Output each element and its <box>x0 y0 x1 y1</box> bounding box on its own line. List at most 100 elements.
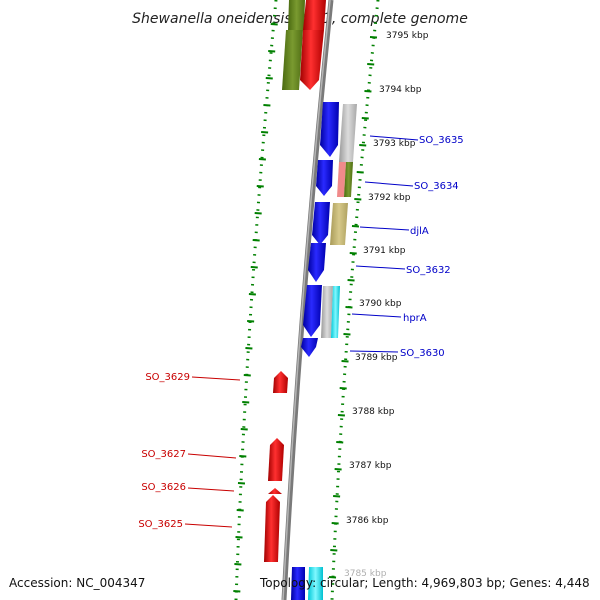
gene-label[interactable]: SO_3630 <box>400 348 445 359</box>
ruler-tick <box>247 320 255 323</box>
gene-labels-right: SO_3635 SO_3634 djlA SO_3632 hprA SO_363… <box>400 135 464 359</box>
accession-label: Accession: NC_004347 <box>9 576 146 590</box>
leader-line <box>191 376 241 381</box>
ruler-tick <box>261 131 269 134</box>
feature-olive-small <box>344 162 353 197</box>
ruler-tick <box>354 198 362 201</box>
gene-label[interactable]: SO_3635 <box>419 135 464 146</box>
feature-blue-5 <box>303 285 322 337</box>
ruler-tick <box>343 333 351 336</box>
ruler-tick <box>239 455 247 458</box>
ruler-tick <box>369 36 378 39</box>
topology-label: Topology: circular; Length: 4,969,803 bp… <box>260 576 590 590</box>
kbp-label: 3788 kbp <box>352 407 395 417</box>
kbp-label: 3786 kbp <box>346 516 389 526</box>
ruler-tick <box>337 414 345 417</box>
ruler-tick <box>270 23 278 26</box>
gene-label[interactable]: hprA <box>403 313 427 324</box>
feature-blue-1 <box>320 102 339 157</box>
leader-line <box>359 226 410 231</box>
ruler-tick <box>252 239 260 242</box>
gene-label[interactable]: djlA <box>410 226 429 237</box>
feature-salmon <box>337 162 346 197</box>
feature-blue-2 <box>316 160 333 196</box>
ruler-tick <box>256 185 264 188</box>
ruler-tick <box>349 252 357 255</box>
feature-olive-top <box>282 30 303 90</box>
kbp-label: 3794 kbp <box>379 85 422 95</box>
leader-line <box>364 181 414 187</box>
guide-arc <box>330 0 380 600</box>
gene-label[interactable]: SO_3634 <box>414 181 459 192</box>
ruler-tick <box>258 158 266 161</box>
gene-label[interactable]: SO_3627 <box>141 449 186 460</box>
kbp-label: 3790 kbp <box>359 299 402 309</box>
feature-red-3 <box>268 488 282 494</box>
ruler-tick <box>236 509 244 512</box>
feature-khaki <box>330 203 348 245</box>
feature-red-4 <box>264 495 280 562</box>
kbp-label: 3787 kbp <box>349 461 392 471</box>
feature-blue-3 <box>312 202 330 245</box>
ruler-tick <box>339 387 347 390</box>
ruler-tick <box>364 90 372 93</box>
ruler-tick <box>336 441 344 444</box>
leader-line <box>187 487 235 492</box>
kbp-label: 3785 kbp <box>344 569 387 579</box>
gene-leader-lines <box>184 135 419 528</box>
gene-label[interactable]: SO_3629 <box>145 372 190 383</box>
gene-labels-left: SO_3629 SO_3627 SO_3626 SO_3625 <box>138 372 190 530</box>
guide-arcs <box>233 0 380 600</box>
ruler-tick <box>234 563 242 566</box>
ruler-tick <box>328 576 337 579</box>
feature-red-top-stub <box>303 0 326 30</box>
ruler-tick <box>248 293 256 296</box>
feature-red-top <box>300 30 324 90</box>
feature-gray-1 <box>339 104 357 162</box>
feature-cyan-1 <box>331 286 340 338</box>
leader-line <box>349 350 399 353</box>
ruler-tick <box>254 212 262 215</box>
ruler-tick <box>330 549 338 552</box>
ruler-tick <box>245 347 253 350</box>
feature-olive-top-stub <box>288 0 305 30</box>
kbp-label: 3793 kbp <box>373 139 416 149</box>
ruler-tick <box>356 171 364 174</box>
feature-blue-bottom <box>291 567 305 600</box>
ruler-tick <box>233 590 241 593</box>
ruler-tick <box>351 225 360 228</box>
ruler-tick <box>331 522 339 525</box>
leader-line <box>351 313 402 318</box>
ruler-tick <box>268 50 276 53</box>
kbp-label: 3789 kbp <box>355 353 398 363</box>
ruler-tick <box>242 401 250 404</box>
ruler-tick <box>237 482 246 485</box>
feature-track <box>264 0 357 600</box>
genome-backbone-highlight <box>282 0 331 600</box>
gene-label[interactable]: SO_3626 <box>141 482 186 493</box>
ruler-tick <box>334 468 342 471</box>
ruler-tick <box>367 63 375 66</box>
feature-blue-6 <box>301 338 318 357</box>
feature-red-1 <box>273 371 288 393</box>
feature-blue-4 <box>308 243 326 282</box>
genome-backbone <box>281 0 334 600</box>
ruler-tick <box>235 536 243 539</box>
kbp-label: 3792 kbp <box>368 193 411 203</box>
ruler-tick <box>361 117 369 120</box>
gene-label[interactable]: SO_3625 <box>138 519 183 530</box>
ruler-tick <box>265 77 273 80</box>
kbp-label: 3791 kbp <box>363 246 406 256</box>
feature-gray-2 <box>321 286 333 338</box>
ruler-tick <box>347 279 355 282</box>
ruler-tick <box>345 306 353 309</box>
guide-arc <box>234 0 278 600</box>
ruler-tick <box>240 428 248 431</box>
kbp-label: 3795 kbp <box>386 31 429 41</box>
ruler-tick <box>243 374 251 377</box>
ruler-tick <box>341 360 349 363</box>
leader-line <box>184 523 233 528</box>
leader-line <box>369 135 419 141</box>
gene-label[interactable]: SO_3632 <box>406 265 451 276</box>
